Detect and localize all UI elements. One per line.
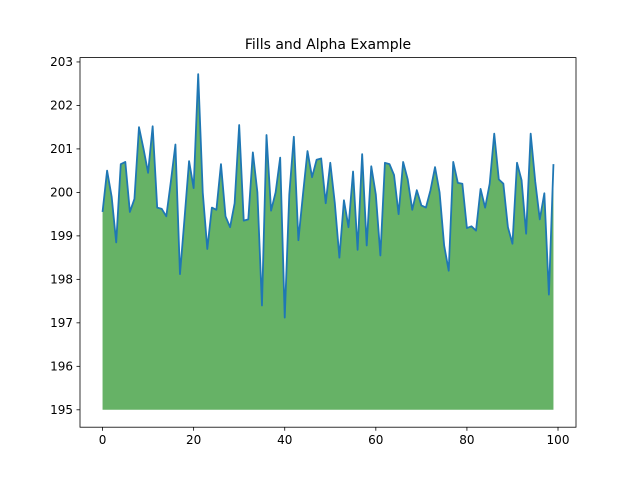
y-tick-label-8: 203	[50, 55, 73, 69]
axes-frame	[79, 57, 577, 428]
y-tick-label-4: 199	[50, 229, 73, 243]
chart-title: Fills and Alpha Example	[245, 37, 411, 53]
x-tick-label-4: 80	[459, 433, 474, 447]
y-tick-label-1: 196	[50, 360, 73, 374]
y-tick-label-6: 201	[50, 142, 73, 156]
plot-area	[101, 73, 555, 410]
y-tick-label-2: 197	[50, 316, 73, 330]
fill-area	[102, 74, 554, 410]
x-tick-label-0: 0	[99, 433, 107, 447]
x-tick-label-1: 20	[186, 433, 201, 447]
y-tick-label-5: 200	[50, 186, 73, 200]
x-tick-label-2: 40	[277, 433, 292, 447]
x-axis: 0 20 40 60 80 100	[99, 427, 570, 447]
x-tick-label-5: 100	[547, 433, 570, 447]
y-tick-label-7: 202	[50, 99, 73, 113]
y-tick-label-3: 198	[50, 273, 73, 287]
y-axis: 195 196 197 198 199 200 201 202 203	[50, 55, 80, 417]
y-tick-label-0: 195	[50, 403, 73, 417]
series-line	[101, 73, 555, 319]
x-tick-label-3: 60	[368, 433, 383, 447]
